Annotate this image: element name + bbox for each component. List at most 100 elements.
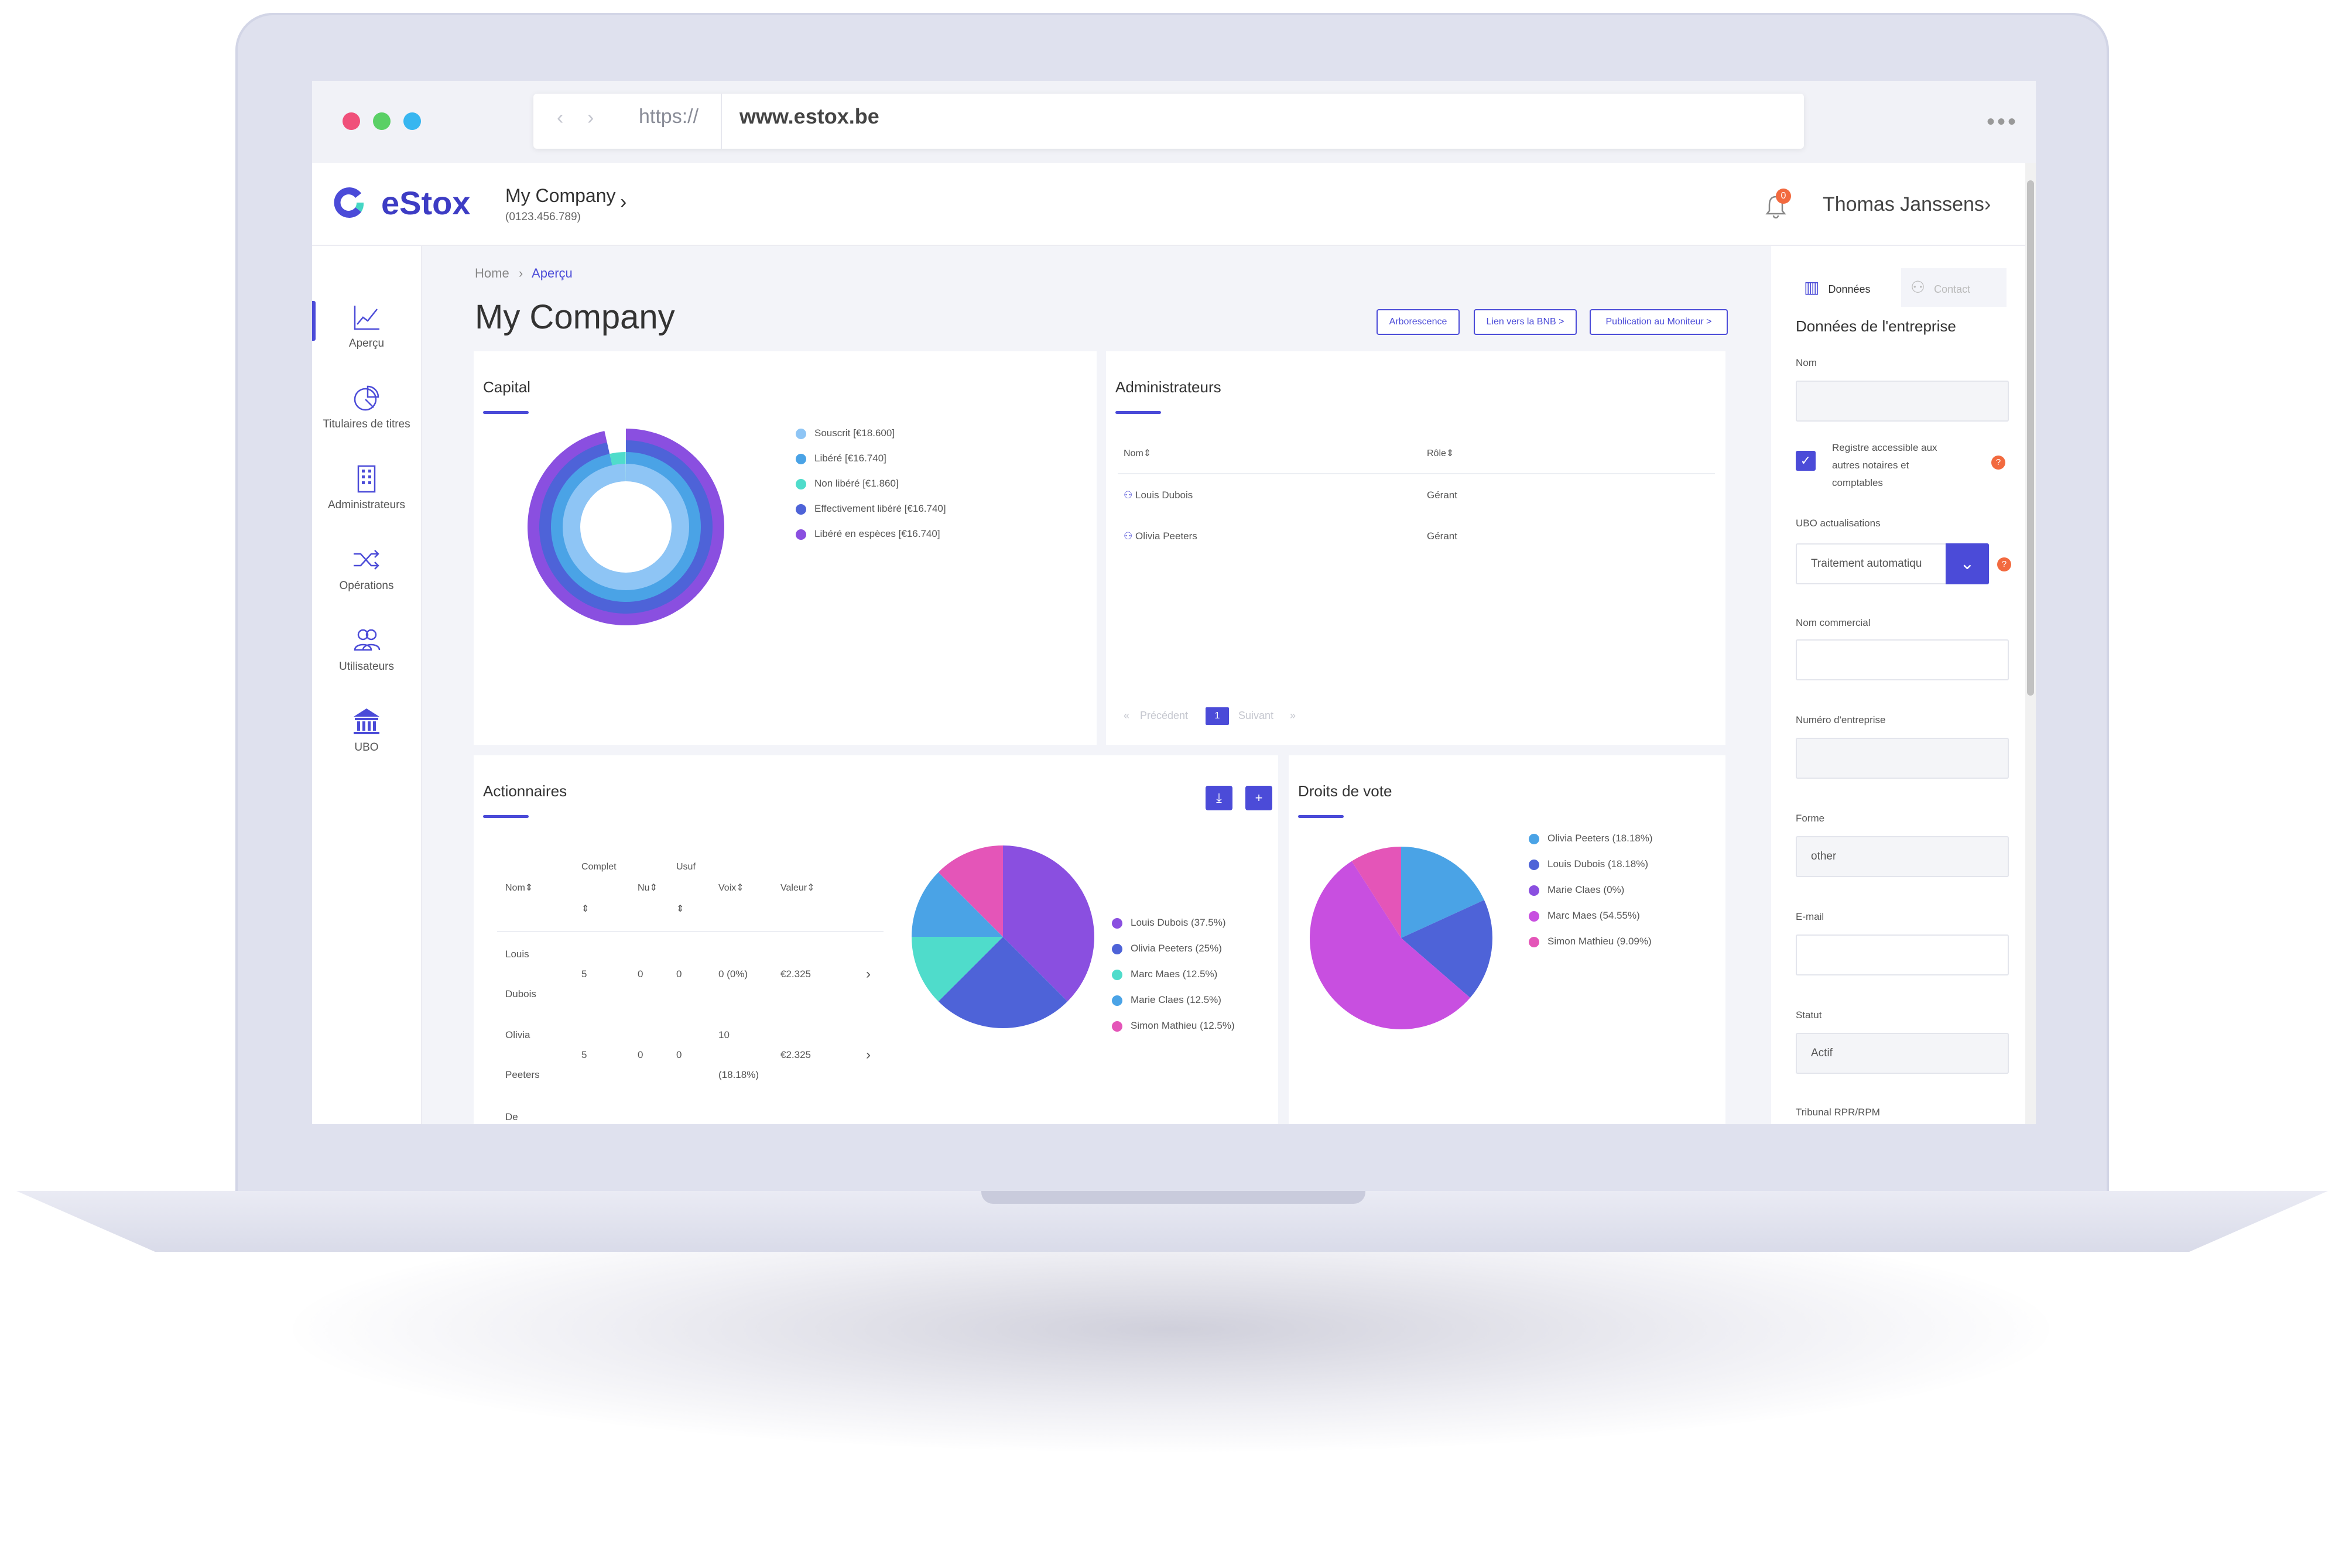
email-field[interactable] — [1796, 934, 2009, 975]
window-maximize-dot[interactable] — [403, 112, 421, 130]
chevron-down-icon[interactable]: ⌄ — [1946, 543, 1989, 584]
sidebar-item-titulaires[interactable]: Titulaires de titres — [312, 382, 421, 431]
column-header-voix[interactable]: Voix⇕ — [718, 883, 744, 893]
pie-slice-simon-mathieu[interactable] — [1351, 847, 1401, 938]
chart-line-icon — [354, 306, 379, 330]
legend-item[interactable]: Souscrit [€18.600] — [796, 427, 895, 439]
column-header-nom[interactable]: Nom⇕ — [505, 883, 533, 893]
help-icon[interactable]: ? — [1991, 456, 2005, 470]
pie-slice-marie-claes[interactable] — [912, 872, 1003, 937]
nom-commercial-field[interactable] — [1796, 639, 2009, 680]
breadcrumb-separator: › — [518, 266, 523, 280]
arborescence-button[interactable]: Arborescence — [1377, 309, 1460, 335]
pager-next[interactable]: Suivant — [1238, 710, 1274, 721]
download-button[interactable]: ⤓ — [1206, 786, 1232, 810]
sort-icon[interactable]: ⇕ — [581, 904, 590, 914]
forward-arrow-icon[interactable]: › — [587, 107, 594, 129]
logo-text[interactable]: eStox — [381, 184, 471, 221]
back-arrow-icon[interactable]: ‹ — [557, 107, 564, 129]
column-header-nom[interactable]: Nom⇕ — [1124, 449, 1152, 458]
sidebar-item-administrateurs[interactable]: Administrateurs — [312, 463, 421, 512]
actionnaires-pie-chart — [912, 845, 1094, 1028]
pie-slices — [1310, 847, 1492, 1029]
pie-slice-louis-dubois[interactable] — [1401, 900, 1492, 998]
scrollbar-thumb[interactable] — [2027, 180, 2034, 696]
nom-field[interactable] — [1796, 381, 2009, 422]
legend-item[interactable]: Marie Claes (0%) — [1529, 884, 1624, 896]
legend-item[interactable]: Olivia Peeters (18.18%) — [1529, 833, 1653, 844]
legend-swatch — [1112, 1021, 1122, 1032]
sort-icon[interactable]: ⇕ — [676, 904, 684, 914]
breadcrumb-home[interactable]: Home — [475, 266, 509, 280]
legend-item[interactable]: Non libéré [€1.860] — [796, 478, 899, 489]
numero-entreprise-field[interactable] — [1796, 738, 2009, 779]
shareholder-last-name: Dubois — [505, 988, 536, 999]
legend-item[interactable]: Libéré en espèces [€16.740] — [796, 528, 940, 540]
pager-page-1[interactable]: 1 — [1206, 707, 1229, 725]
window-close-dot[interactable] — [343, 112, 360, 130]
column-header-role[interactable]: Rôle⇕ — [1427, 449, 1454, 458]
registre-checkbox[interactable]: ✓ — [1796, 451, 1816, 471]
cell-valeur: €2.325 — [780, 968, 811, 980]
chevron-right-icon[interactable]: › — [1984, 193, 1991, 215]
panel-section-title: Données de l'entreprise — [1796, 317, 1956, 335]
field-label: Forme — [1796, 813, 1825, 824]
statut-field[interactable]: Actif — [1796, 1033, 2009, 1074]
legend-swatch — [1529, 936, 1539, 947]
tab-contact[interactable]: ⚇ Contact — [1901, 268, 2007, 307]
column-header-complet[interactable]: Complet — [581, 862, 617, 872]
pie-slice-louis-dubois[interactable] — [1003, 845, 1094, 1002]
legend-swatch — [1529, 885, 1539, 896]
legend-item[interactable]: Simon Mathieu (9.09%) — [1529, 936, 1652, 947]
page-scrollbar[interactable] — [2025, 163, 2036, 1124]
column-header-valeur[interactable]: Valeur⇕ — [780, 883, 815, 893]
window-minimize-dot[interactable] — [373, 112, 391, 130]
chevron-right-icon[interactable]: › — [620, 191, 627, 213]
column-header-nu[interactable]: Nu⇕ — [638, 883, 658, 893]
main-content: Home › Aperçu My Company Arborescence Li… — [422, 246, 1771, 1124]
sidebar-item-operations[interactable]: Opérations — [312, 543, 421, 593]
ubo-select-value: Traitement automatiqu — [1811, 557, 1922, 570]
bnb-link-button[interactable]: Lien vers la BNB > — [1474, 309, 1577, 335]
table-row[interactable]: ⚇ Olivia Peeters — [1124, 530, 1197, 542]
pager-next-arrow[interactable]: » — [1290, 710, 1296, 721]
legend-label: Libéré en espèces [€16.740] — [814, 528, 940, 539]
pie-slice-simon-mathieu[interactable] — [938, 845, 1003, 937]
user-menu[interactable]: Thomas Janssens — [1823, 193, 1984, 215]
help-icon[interactable]: ? — [1997, 557, 2011, 571]
company-selector[interactable]: My Company — [505, 185, 616, 206]
moniteur-button[interactable]: Publication au Moniteur > — [1590, 309, 1728, 335]
legend-item[interactable]: Marie Claes (12.5%) — [1112, 994, 1221, 1006]
sidebar-item-utilisateurs[interactable]: Utilisateurs — [312, 624, 421, 673]
chevron-right-icon[interactable]: › — [866, 1047, 871, 1063]
pie-slice-olivia-peeters[interactable] — [938, 937, 1068, 1028]
chevron-right-icon[interactable]: › — [866, 966, 871, 982]
browser-more-icon[interactable]: ••• — [1987, 109, 2019, 135]
tab-donnees[interactable]: ▥ Données — [1796, 268, 1895, 308]
pie-slice-marc-maes[interactable] — [912, 937, 1003, 1002]
legend-swatch — [1112, 917, 1122, 929]
legend-item[interactable]: Effectivement libéré [€16.740] — [796, 503, 946, 515]
table-row[interactable]: ⚇ Louis Dubois — [1124, 489, 1193, 501]
add-button[interactable]: + — [1245, 786, 1272, 810]
legend-item[interactable]: Marc Maes (12.5%) — [1112, 968, 1217, 980]
legend-item[interactable]: Simon Mathieu (12.5%) — [1112, 1020, 1235, 1032]
legend-item[interactable]: Louis Dubois (18.18%) — [1529, 858, 1648, 870]
column-header-usuf[interactable]: Usuf — [676, 862, 696, 872]
legend-item[interactable]: Marc Maes (54.55%) — [1529, 910, 1640, 922]
legend-item[interactable]: Libéré [€16.740] — [796, 453, 886, 464]
legend-item[interactable]: Olivia Peeters (25%) — [1112, 943, 1222, 954]
legend-item[interactable]: Louis Dubois (37.5%) — [1112, 917, 1226, 929]
pie-slice-marc-maes[interactable] — [1310, 861, 1470, 1029]
field-label: Nom commercial — [1796, 617, 1871, 628]
forme-field[interactable]: other — [1796, 836, 2009, 877]
pager-prev[interactable]: Précédent — [1140, 710, 1189, 721]
pie-slice-olivia-peeters[interactable] — [1401, 847, 1484, 938]
legend-label: Souscrit [€18.600] — [814, 427, 895, 439]
address-bar[interactable]: ‹ › https:// www.estox.be — [533, 94, 1804, 149]
card-title: Administrateurs — [1115, 378, 1221, 396]
pager-prev-arrow[interactable]: « — [1124, 710, 1130, 721]
shareholder-first-name: Louis — [505, 949, 529, 960]
sidebar-item-ubo[interactable]: UBO — [312, 705, 421, 754]
sidebar-item-apercu[interactable]: Aperçu — [312, 301, 421, 350]
